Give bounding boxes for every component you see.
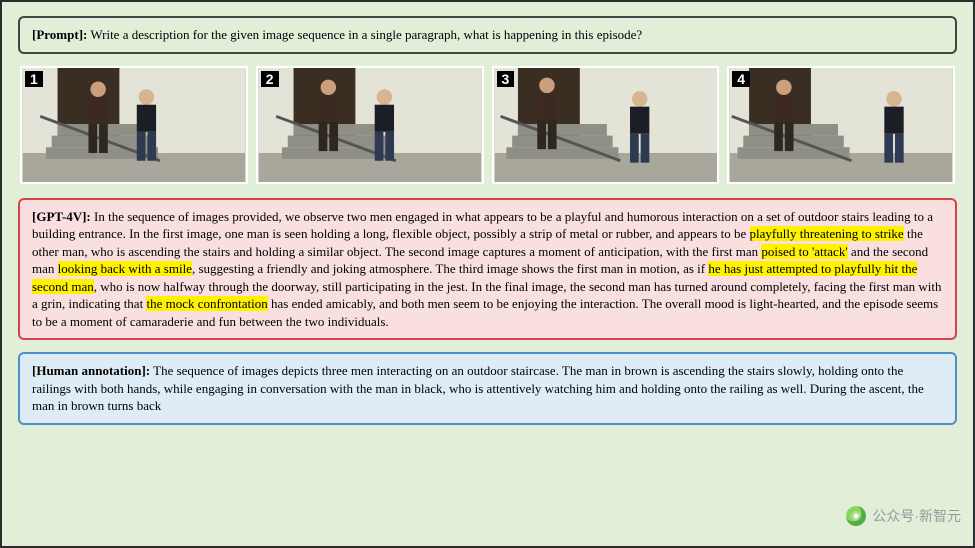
frame-badge: 2 <box>261 71 279 87</box>
prompt-box: [Prompt]: Write a description for the gi… <box>18 16 957 54</box>
frame-badge: 1 <box>25 71 43 87</box>
gpt-text: , suggesting a friendly and joking atmos… <box>192 261 708 276</box>
image-sequence: 1 2 <box>18 66 957 184</box>
frame-badge: 4 <box>732 71 750 87</box>
watermark: 公众号·新智元 <box>846 506 961 526</box>
human-text: The sequence of images depicts three men… <box>32 363 924 413</box>
gpt-label: [GPT-4V]: <box>32 209 91 224</box>
scene-illustration <box>729 68 953 182</box>
figure-panel: [Prompt]: Write a description for the gi… <box>0 0 975 548</box>
prompt-label: [Prompt]: <box>32 27 87 42</box>
gpt-highlight: playfully threatening to strike <box>750 226 904 241</box>
scene-illustration <box>494 68 718 182</box>
frame-2: 2 <box>256 66 484 184</box>
frame-3: 3 <box>492 66 720 184</box>
gpt-highlight: poised to 'attack' <box>761 244 847 259</box>
human-label: [Human annotation]: <box>32 363 150 378</box>
watermark-text: 公众号·新智元 <box>872 507 961 526</box>
frame-4: 4 <box>727 66 955 184</box>
watermark-name: 新智元 <box>919 508 961 524</box>
scene-illustration <box>258 68 482 182</box>
human-box: [Human annotation]: The sequence of imag… <box>18 352 957 425</box>
watermark-prefix: 公众号· <box>872 508 919 524</box>
prompt-text: Write a description for the given image … <box>87 27 642 42</box>
scene-illustration <box>22 68 246 182</box>
frame-badge: 3 <box>497 71 515 87</box>
wechat-icon <box>846 506 866 526</box>
gpt-box: [GPT-4V]: In the sequence of images prov… <box>18 198 957 341</box>
gpt-highlight: looking back with a smile <box>58 261 192 276</box>
gpt-highlight: the mock confrontation <box>146 296 267 311</box>
frame-1: 1 <box>20 66 248 184</box>
